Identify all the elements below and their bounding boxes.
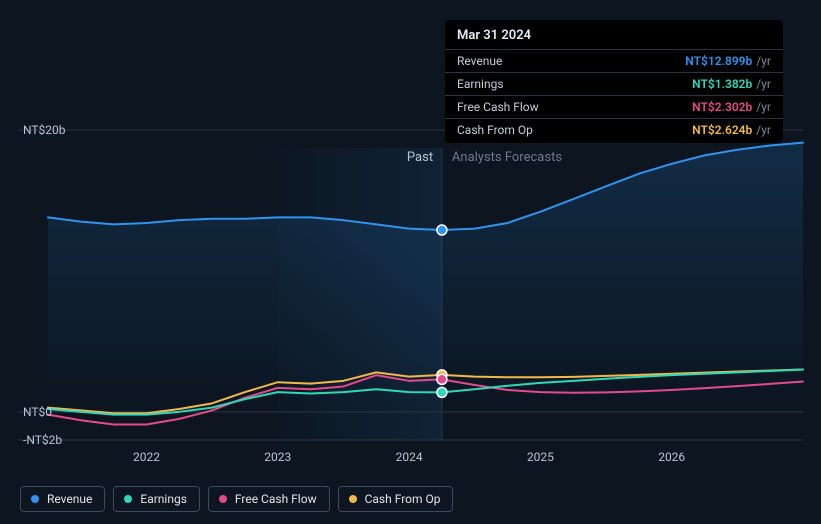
tooltip-row-label: Revenue bbox=[457, 54, 685, 68]
legend-swatch bbox=[219, 495, 227, 503]
tooltip-date: Mar 31 2024 bbox=[445, 24, 783, 49]
y-tick-label: NT$20b bbox=[23, 123, 66, 137]
hover-tooltip: Mar 31 2024 RevenueNT$12.899b/yrEarnings… bbox=[445, 20, 783, 143]
y-tick-label: -NT$2b bbox=[23, 433, 62, 447]
legend-label: Earnings bbox=[140, 492, 187, 506]
legend-item-revenue[interactable]: Revenue bbox=[20, 486, 105, 512]
legend-label: Cash From Op bbox=[365, 492, 441, 506]
tooltip-row-label: Earnings bbox=[457, 77, 692, 91]
x-tick-label: 2022 bbox=[133, 450, 160, 464]
legend-swatch bbox=[31, 495, 39, 503]
tooltip-row-value: NT$2.624b bbox=[692, 123, 752, 137]
legend-label: Revenue bbox=[47, 492, 92, 506]
past-label: Past bbox=[407, 150, 433, 165]
x-tick-label: 2026 bbox=[658, 450, 685, 464]
chart-legend: Revenue Earnings Free Cash Flow Cash From O… bbox=[20, 486, 453, 512]
tooltip-row-suffix: /yr bbox=[756, 54, 771, 68]
tooltip-row-label: Free Cash Flow bbox=[457, 100, 692, 114]
tooltip-row: Cash From OpNT$2.624b/yr bbox=[445, 118, 783, 141]
tooltip-row: RevenueNT$12.899b/yr bbox=[445, 49, 783, 72]
tooltip-row-label: Cash From Op bbox=[457, 123, 692, 137]
legend-item-earnings[interactable]: Earnings bbox=[113, 486, 200, 512]
legend-swatch bbox=[349, 495, 357, 503]
x-tick-label: 2024 bbox=[396, 450, 423, 464]
tooltip-row: EarningsNT$1.382b/yr bbox=[445, 72, 783, 95]
tooltip-row-suffix: /yr bbox=[756, 123, 771, 137]
y-tick-label: NT$0 bbox=[23, 405, 52, 419]
x-tick-label: 2023 bbox=[264, 450, 291, 464]
tooltip-row: Free Cash FlowNT$2.302b/yr bbox=[445, 95, 783, 118]
tooltip-row-value: NT$12.899b bbox=[685, 54, 752, 68]
legend-label: Free Cash Flow bbox=[235, 492, 317, 506]
x-tick-label: 2025 bbox=[527, 450, 554, 464]
tooltip-row-suffix: /yr bbox=[756, 77, 771, 91]
tooltip-row-suffix: /yr bbox=[756, 100, 771, 114]
tooltip-row-value: NT$1.382b bbox=[692, 77, 752, 91]
legend-swatch bbox=[124, 495, 132, 503]
forecast-label: Analysts Forecasts bbox=[452, 150, 562, 165]
tooltip-row-value: NT$2.302b bbox=[692, 100, 752, 114]
legend-item-cashop[interactable]: Cash From Op bbox=[338, 486, 454, 512]
legend-item-fcf[interactable]: Free Cash Flow bbox=[208, 486, 330, 512]
